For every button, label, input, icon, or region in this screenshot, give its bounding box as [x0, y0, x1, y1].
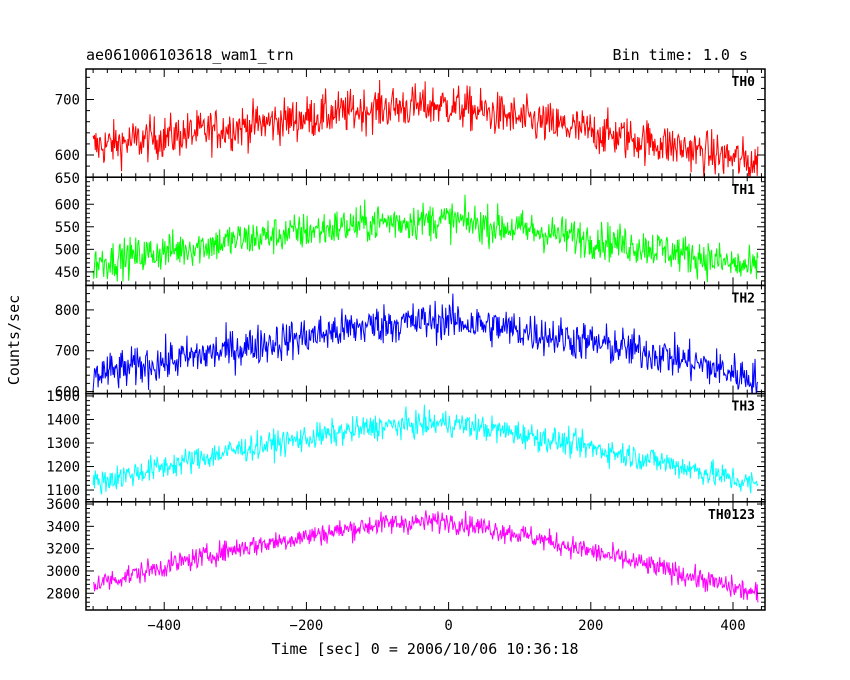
panel-frame: [85, 392, 766, 503]
y-tick-label: 1500: [46, 389, 80, 405]
series-line-th1: [92, 194, 759, 283]
panel-frame: [85, 176, 766, 287]
y-tick-label: 3600: [46, 497, 80, 513]
y-tick-label: 3000: [46, 564, 80, 580]
y-tick-label: 800: [55, 303, 80, 319]
y-tick-label: 450: [55, 265, 80, 281]
y-tick-label: 3200: [46, 542, 80, 558]
panel-th0123: 2800 3000 3200 3400 3600 TH0123: [46, 497, 766, 611]
y-tick-label: 1100: [46, 483, 80, 499]
y-tick-label: 700: [55, 93, 80, 109]
y-tick-label: 700: [55, 344, 80, 360]
chart-title: ae061006103618_wam1_trn: [86, 46, 294, 64]
panel-label-th1: TH1: [732, 183, 756, 198]
y-axis-label: Counts/sec: [5, 295, 23, 385]
panel-label-th3: TH3: [732, 400, 755, 415]
panel-frame: [85, 501, 766, 611]
y-tick-label: 600: [55, 197, 80, 213]
y-tick-label: 650: [55, 171, 80, 187]
y-tick-label: 500: [55, 242, 80, 258]
panel-label-th0123: TH0123: [708, 508, 755, 523]
x-tick-label: 400: [720, 618, 745, 634]
y-tick-label: 1400: [46, 412, 80, 428]
series-line-th0123: [92, 510, 759, 603]
panel-th0: 600 700 650 TH0: [55, 68, 766, 187]
panel-th3: 1100 1200 1300 1400 1500 TH3: [46, 389, 766, 503]
x-tick-label: −200: [290, 618, 324, 634]
panel-label-th0: TH0: [732, 75, 756, 90]
panels: 600 700 650 TH0 450 500 550 600 TH1 600 700 800 TH2 1…: [46, 68, 766, 634]
panel-frame: [85, 284, 766, 395]
x-tick-label: −400: [147, 618, 181, 634]
y-tick-label: 1300: [46, 436, 80, 452]
series-line-th3: [92, 404, 759, 495]
y-tick-label: 3400: [46, 519, 80, 535]
y-tick-label: 2800: [46, 586, 80, 602]
y-tick-label: 1200: [46, 460, 80, 476]
x-tick-label: 0: [444, 618, 452, 634]
x-axis-label: Time [sec] 0 = 2006/10/06 10:36:18: [271, 640, 578, 658]
bin-time-label: Bin time: 1.0 s: [613, 46, 748, 64]
series-line-th2: [92, 293, 759, 394]
y-tick-label: 600: [55, 385, 80, 401]
panel-label-th2: TH2: [732, 291, 755, 306]
panel-th2: 600 700 800 TH2: [55, 284, 766, 401]
panel-th1: 450 500 550 600 TH1: [55, 176, 766, 287]
series-line-th0: [92, 79, 759, 178]
x-tick-label: 200: [578, 618, 603, 634]
y-tick-label: 600: [55, 148, 80, 164]
y-tick-label: 550: [55, 220, 80, 236]
